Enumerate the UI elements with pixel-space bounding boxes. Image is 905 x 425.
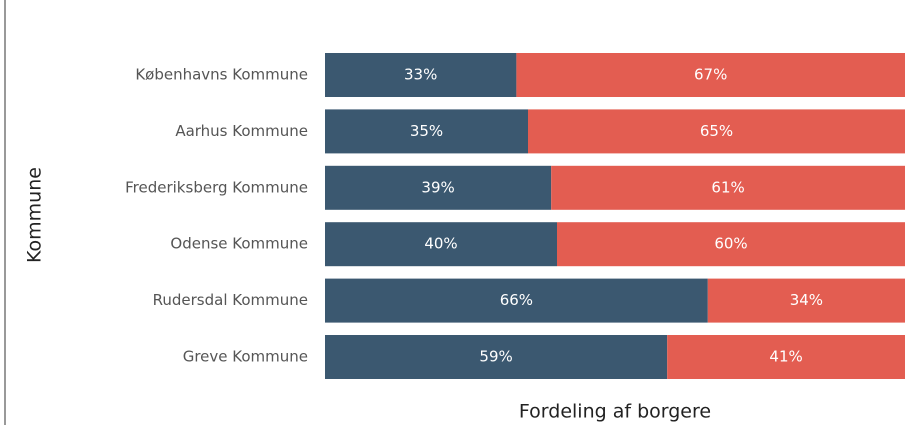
bar-segment bbox=[528, 109, 905, 154]
data-label: 65% bbox=[700, 122, 733, 140]
bar-segment bbox=[325, 278, 708, 323]
data-label: 66% bbox=[500, 291, 533, 309]
bar-segment bbox=[325, 165, 552, 210]
bar-segment bbox=[325, 53, 517, 97]
bar-segment bbox=[325, 335, 668, 379]
bar-segment bbox=[325, 109, 528, 154]
bar-segment bbox=[707, 278, 905, 323]
y-tick-label: Rudersdal Kommune bbox=[153, 291, 308, 309]
y-tick-label: Aarhus Kommune bbox=[175, 122, 308, 140]
y-tick-label: Frederiksberg Kommune bbox=[125, 178, 308, 196]
bar-segment bbox=[667, 335, 905, 379]
y-axis-label: Kommune bbox=[24, 167, 46, 263]
data-label: 40% bbox=[424, 235, 457, 253]
data-label: 35% bbox=[410, 122, 443, 140]
x-axis-label: Fordeling af borgere bbox=[519, 401, 711, 423]
data-label: 41% bbox=[769, 348, 802, 366]
data-label: 67% bbox=[694, 66, 727, 84]
data-label: 59% bbox=[479, 348, 512, 366]
data-label: 61% bbox=[711, 178, 744, 196]
bar-segment bbox=[516, 53, 905, 97]
data-label: 39% bbox=[421, 178, 454, 196]
bar-segment bbox=[557, 222, 905, 267]
y-tick-label: Københavns Kommune bbox=[135, 66, 308, 84]
bar-segment bbox=[325, 222, 557, 267]
y-tick-label: Greve Kommune bbox=[183, 348, 308, 366]
y-tick-label: Odense Kommune bbox=[170, 235, 308, 253]
data-label: 33% bbox=[404, 66, 437, 84]
data-label: 60% bbox=[714, 235, 747, 253]
bar-segment bbox=[551, 165, 905, 210]
data-label: 34% bbox=[790, 291, 823, 309]
